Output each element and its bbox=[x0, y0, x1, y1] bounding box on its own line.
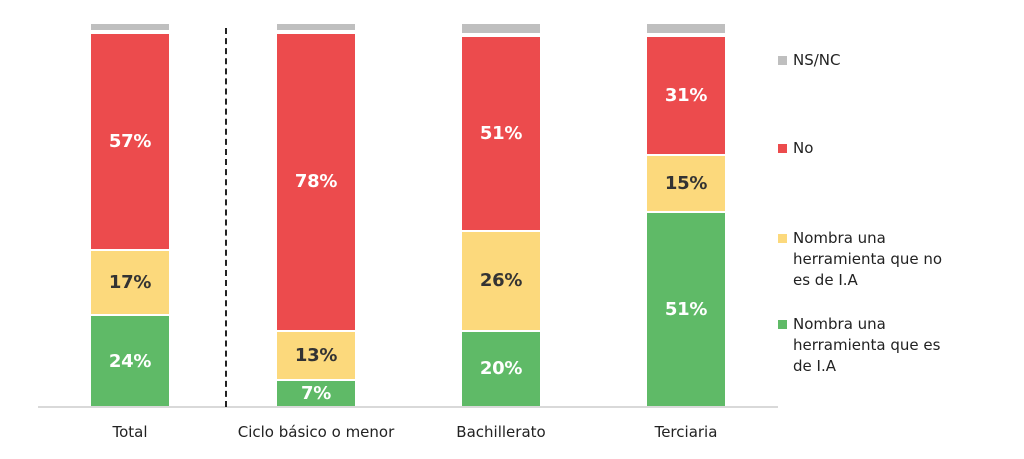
legend-item-ns-nc: NS/NC bbox=[778, 50, 993, 71]
legend-item-no: No bbox=[778, 138, 993, 159]
bar-segment-green: 24% bbox=[91, 314, 169, 406]
x-axis-label: Ciclo básico o menor bbox=[237, 423, 395, 441]
legend-item-ia-tool: Nombra una herramienta que es de I.A bbox=[778, 314, 993, 377]
data-label: 26% bbox=[479, 270, 523, 292]
legend-label: NS/NC bbox=[793, 51, 841, 69]
x-axis-label: Terciaria bbox=[654, 423, 718, 441]
data-label: 17% bbox=[108, 272, 152, 294]
legend-swatch-icon bbox=[778, 320, 787, 329]
data-label: 24% bbox=[108, 350, 152, 372]
bar-terciaria: 51% 15% 31% bbox=[647, 0, 725, 406]
bar-segment-ns bbox=[647, 24, 725, 36]
legend-swatch-icon bbox=[778, 234, 787, 243]
legend-label: Nombra una herramienta que es de I.A bbox=[793, 315, 941, 375]
data-label: 7% bbox=[301, 383, 331, 405]
data-label: 15% bbox=[664, 173, 708, 195]
bar-segment-ns bbox=[277, 24, 355, 32]
bar-segment-no: 78% bbox=[277, 31, 355, 330]
bar-segment-no: 57% bbox=[91, 31, 169, 250]
data-label: 20% bbox=[479, 358, 523, 380]
x-axis-label: Total bbox=[112, 423, 148, 441]
legend-label: No bbox=[793, 139, 814, 157]
data-label: 13% bbox=[294, 344, 338, 366]
bar-segment-green: 20% bbox=[462, 329, 540, 406]
bar-segment-yellow: 15% bbox=[647, 153, 725, 212]
bar-segment-green: 51% bbox=[647, 211, 725, 406]
legend-swatch-icon bbox=[778, 56, 787, 65]
legend-item-no-ia-tool: Nombra una herramienta que no es de I.A bbox=[778, 228, 993, 291]
bar-segment-no: 31% bbox=[647, 35, 725, 154]
bar-segment-green: 7% bbox=[277, 379, 355, 406]
x-axis-label: Bachillerato bbox=[456, 423, 546, 441]
bar-total: 24% 17% 57% bbox=[91, 0, 169, 406]
bar-ciclo-b-sico-o-menor: 7% 13% 78% bbox=[277, 0, 355, 406]
bar-segment-ns bbox=[91, 24, 169, 32]
bar-segment-yellow: 17% bbox=[91, 249, 169, 315]
legend-swatch-icon bbox=[778, 144, 787, 153]
data-label: 51% bbox=[664, 299, 708, 321]
data-label: 57% bbox=[108, 130, 152, 152]
bar-segment-ns bbox=[462, 24, 540, 36]
data-label: 31% bbox=[664, 85, 708, 107]
bar-bachillerato: 20% 26% 51% bbox=[462, 0, 540, 406]
bar-segment-yellow: 26% bbox=[462, 230, 540, 330]
legend-label: Nombra una herramienta que no es de I.A bbox=[793, 229, 943, 289]
bar-segment-yellow: 13% bbox=[277, 329, 355, 380]
bar-segment-no: 51% bbox=[462, 35, 540, 231]
x-axis-line bbox=[38, 406, 778, 408]
total-separator-dashed-line bbox=[225, 28, 227, 407]
data-label: 51% bbox=[479, 123, 523, 145]
data-label: 78% bbox=[294, 171, 338, 193]
